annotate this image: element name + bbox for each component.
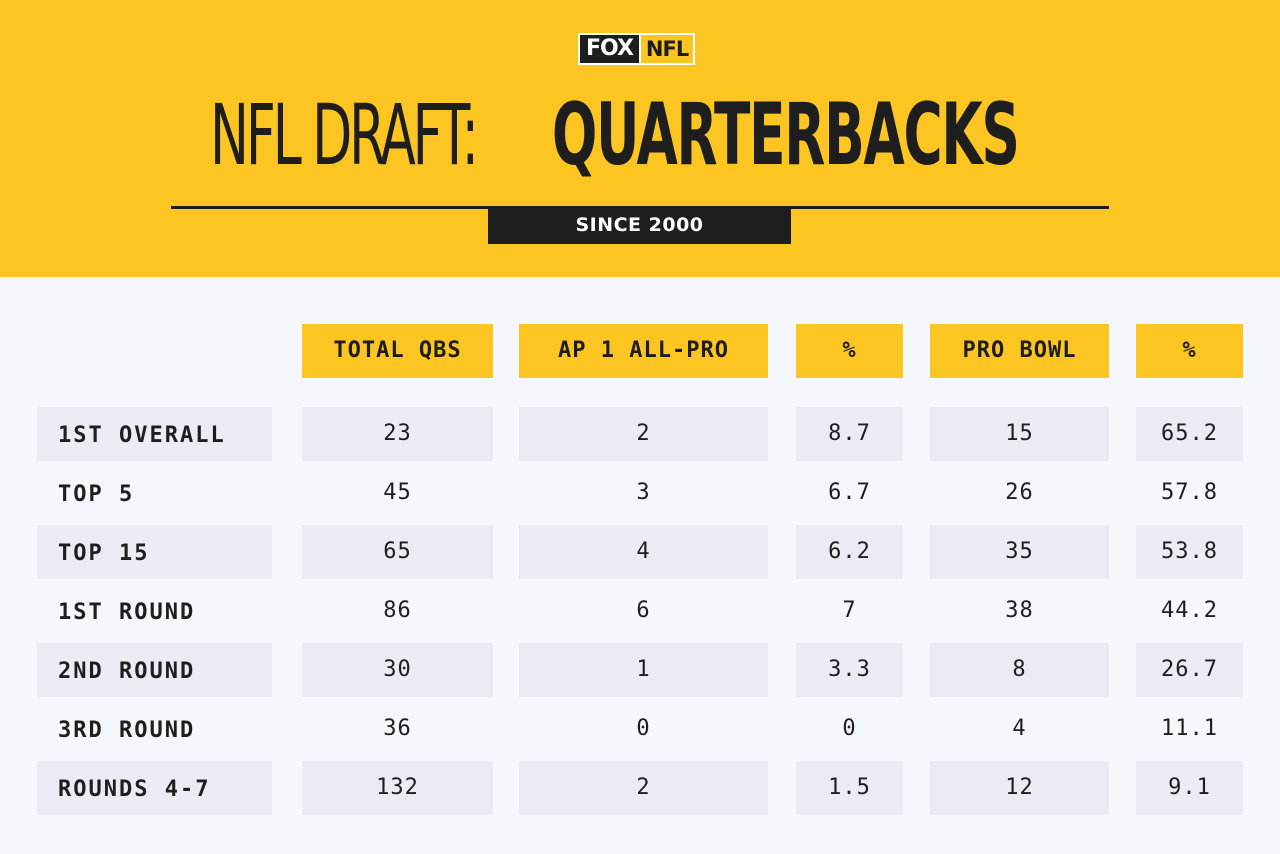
row-label: 1ST OVERALL <box>37 407 272 461</box>
table-cell: 0 <box>842 716 857 741</box>
table-cell: 6 <box>636 598 651 623</box>
table-cell: 9.1 <box>1136 761 1243 815</box>
column-header: % <box>796 324 903 378</box>
title-bold: QUARTERBACKS <box>552 85 1020 185</box>
title-divider <box>171 206 1109 209</box>
table-cell: 57.8 <box>1161 480 1218 505</box>
table-cell: 4 <box>1012 716 1027 741</box>
row-label: 2ND ROUND <box>37 643 272 697</box>
table-cell: 0 <box>636 716 651 741</box>
logo-nfl-text: NFL <box>638 35 694 63</box>
table-cell: 1.5 <box>796 761 903 815</box>
title-light: NFL DRAFT: <box>210 86 479 184</box>
table-cell: 45 <box>383 480 412 505</box>
table-cell: 35 <box>930 525 1109 579</box>
table-cell: 11.1 <box>1161 716 1218 741</box>
table-cell: 2 <box>519 407 768 461</box>
subtitle-badge: SINCE 2000 <box>488 208 791 244</box>
table-cell: 53.8 <box>1136 525 1243 579</box>
table-cell: 7 <box>842 598 857 623</box>
table-cell: 26.7 <box>1136 643 1243 697</box>
table-cell: 30 <box>302 643 493 697</box>
column-header: % <box>1136 324 1243 378</box>
table-cell: 44.2 <box>1161 598 1218 623</box>
table-cell: 6.7 <box>828 480 871 505</box>
table-cell: 86 <box>383 598 412 623</box>
table-cell: 2 <box>519 761 768 815</box>
row-label: 3RD ROUND <box>58 718 196 743</box>
table-cell: 15 <box>930 407 1109 461</box>
table-cell: 65 <box>302 525 493 579</box>
row-label: TOP 5 <box>58 482 135 507</box>
table-cell: 26 <box>1005 480 1034 505</box>
column-header: PRO BOWL <box>930 324 1109 378</box>
row-label: TOP 15 <box>37 525 272 579</box>
page-title: NFL DRAFT: QUARTERBACKS <box>210 70 1280 190</box>
header-banner: FOX NFL NFL DRAFT: QUARTERBACKS SINCE 20… <box>0 0 1280 277</box>
table-cell: 12 <box>930 761 1109 815</box>
row-label: 1ST ROUND <box>58 600 196 625</box>
table-cell: 3 <box>636 480 651 505</box>
table-cell: 6.2 <box>796 525 903 579</box>
logo-fox-text: FOX <box>580 35 639 63</box>
table-cell: 65.2 <box>1136 407 1243 461</box>
table-cell: 8 <box>930 643 1109 697</box>
column-header: AP 1 ALL-PRO <box>519 324 768 378</box>
column-header: TOTAL QBS <box>302 324 493 378</box>
row-label: ROUNDS 4-7 <box>37 761 272 815</box>
table-cell: 4 <box>519 525 768 579</box>
table-cell: 36 <box>383 716 412 741</box>
table-cell: 132 <box>302 761 493 815</box>
table-cell: 23 <box>302 407 493 461</box>
table-cell: 8.7 <box>796 407 903 461</box>
table-cell: 3.3 <box>796 643 903 697</box>
table-cell: 38 <box>1005 598 1034 623</box>
fox-nfl-logo: FOX NFL <box>578 33 696 65</box>
table-cell: 1 <box>519 643 768 697</box>
